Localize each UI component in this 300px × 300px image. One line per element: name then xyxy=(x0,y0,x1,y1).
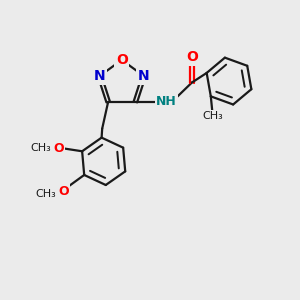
Text: O: O xyxy=(58,185,69,198)
Text: CH₃: CH₃ xyxy=(202,111,223,121)
Text: NH: NH xyxy=(156,95,177,108)
Text: O: O xyxy=(53,142,64,155)
Text: O: O xyxy=(116,53,128,67)
Text: O: O xyxy=(186,50,198,64)
Text: N: N xyxy=(138,69,150,83)
Text: N: N xyxy=(94,69,106,83)
Text: CH₃: CH₃ xyxy=(35,189,56,199)
Text: CH₃: CH₃ xyxy=(30,143,51,153)
